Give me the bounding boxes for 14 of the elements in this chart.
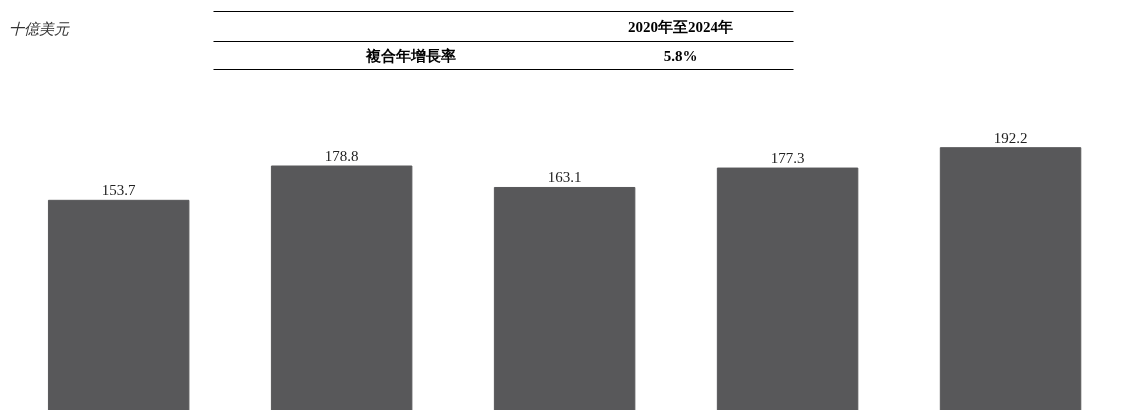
data-label: 177.3 (770, 150, 805, 167)
text: 2020年至2024年 (628, 18, 733, 35)
text: 5.8% (663, 47, 698, 64)
text: 複合年增長率 (364, 46, 456, 64)
data-label: 163.1 (547, 169, 582, 186)
bar (47, 199, 190, 410)
bar (270, 165, 413, 410)
data-label: 153.7 (101, 182, 137, 199)
bar (939, 147, 1082, 410)
data-label: 178.8 (324, 148, 359, 164)
bar (493, 186, 636, 410)
text: 十億美元 (8, 20, 70, 37)
bar (716, 167, 859, 410)
data-label: 192.2 (993, 129, 1028, 146)
